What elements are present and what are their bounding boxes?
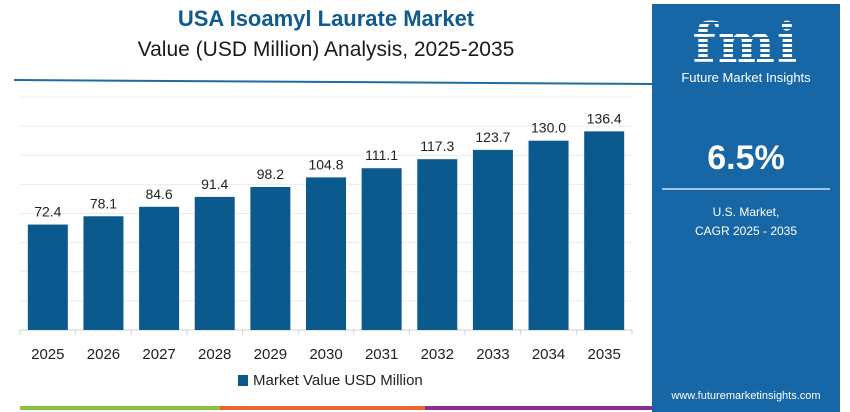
logo-mark: fmi (652, 14, 840, 72)
x-tick-label: 2025 (31, 346, 64, 363)
data-label: 130.0 (531, 120, 566, 136)
legend-swatch (238, 375, 248, 386)
x-tick-label: 2027 (142, 346, 175, 363)
website-link[interactable]: www.futuremarketinsights.com (671, 390, 821, 402)
x-tick-label: 2028 (198, 346, 231, 363)
accent-stripe-green (20, 406, 220, 410)
bar-2035 (584, 131, 625, 330)
fmi-logo: fmi Future Market Insights (652, 14, 840, 85)
side-panel: fmi Future Market Insights 6.5% U.S. Mar… (652, 4, 840, 412)
data-label: 78.1 (90, 195, 117, 211)
data-label: 91.4 (201, 176, 228, 192)
x-tick-label: 2034 (532, 346, 565, 363)
title-underline (13, 79, 652, 85)
x-tick-label: 2031 (365, 346, 398, 363)
data-label: 111.1 (365, 147, 398, 163)
accent-stripe-purple (425, 406, 652, 410)
x-tick-label: 2035 (587, 346, 620, 363)
cagr-value: 6.5% (707, 139, 785, 177)
bar-2032 (417, 159, 458, 330)
cagr-caption: U.S. Market, CAGR 2025 - 2035 (652, 203, 840, 241)
bar-2030 (306, 177, 346, 330)
x-tick-label: 2032 (421, 346, 454, 363)
bar-2028 (194, 196, 235, 330)
cagr-caption-line1: U.S. Market, (712, 205, 780, 219)
bar-2027 (139, 206, 180, 330)
x-tick-label: 2033 (476, 346, 509, 363)
data-label: 104.8 (308, 156, 343, 172)
data-label: 72.4 (34, 204, 61, 220)
legend-label: Market Value USD Million (253, 372, 423, 389)
chart-subtitle: Value (USD Million) Analysis, 2025-2035 (137, 38, 515, 61)
data-label: 123.7 (475, 129, 510, 145)
chart-title: USA Isoamyl Laurate Market (177, 6, 475, 31)
data-label: 84.6 (145, 186, 172, 202)
accent-stripe-orange (220, 406, 425, 410)
data-label: 117.3 (420, 138, 454, 154)
bar-2026 (83, 216, 124, 330)
x-tick-label: 2030 (309, 346, 342, 363)
cagr-caption-line2: CAGR 2025 - 2035 (694, 224, 798, 238)
bar-2031 (361, 168, 402, 330)
bar-2034 (528, 140, 569, 330)
panel-divider (662, 188, 830, 190)
bar-2033 (472, 149, 513, 330)
x-tick-label: 2026 (87, 346, 120, 363)
data-label: 136.4 (587, 110, 622, 126)
bar-2025 (27, 224, 68, 330)
legend: Market Value USD Million (238, 372, 423, 389)
x-tick-label: 2029 (254, 346, 287, 363)
data-label: 98.2 (257, 166, 284, 182)
bar-2029 (250, 186, 291, 330)
logo-tagline: Future Market Insights (681, 70, 811, 85)
bar-chart: 72.4 2025 78.1 2026 84.6 2027 91.4 2028 98.2 2029… (19, 96, 633, 363)
